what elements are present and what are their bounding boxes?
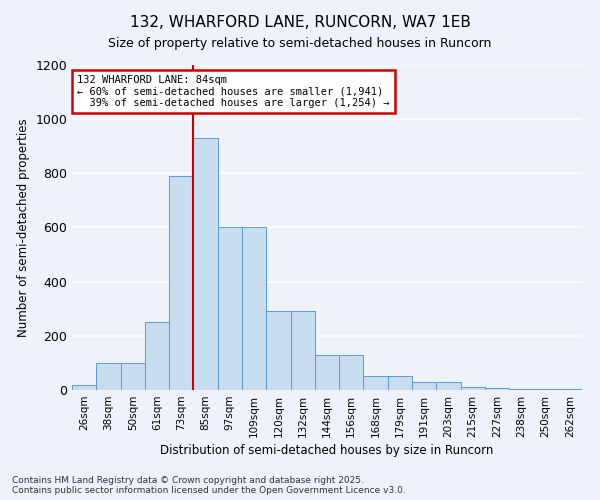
Bar (242, 228, 266, 390)
Text: 132 WHARFORD LANE: 84sqm
← 60% of semi-detached houses are smaller (1,941)
  39%: 132 WHARFORD LANE: 84sqm ← 60% of semi-d… (77, 74, 389, 108)
X-axis label: Distribution of semi-detached houses by size in Runcorn: Distribution of semi-detached houses by … (160, 444, 494, 457)
Text: 132, WHARFORD LANE, RUNCORN, WA7 1EB: 132, WHARFORD LANE, RUNCORN, WA7 1EB (130, 15, 470, 30)
Bar (218, 228, 242, 390)
Bar (169, 176, 193, 390)
Bar (193, 138, 218, 390)
Bar (339, 355, 364, 390)
Text: Size of property relative to semi-detached houses in Runcorn: Size of property relative to semi-detach… (109, 38, 491, 51)
Bar (509, 388, 533, 390)
Bar (72, 384, 96, 390)
Bar (266, 312, 290, 390)
Bar (485, 388, 509, 390)
Bar (121, 363, 145, 390)
Bar (364, 376, 388, 390)
Bar (412, 382, 436, 390)
Bar (533, 388, 558, 390)
Bar (315, 355, 339, 390)
Bar (96, 363, 121, 390)
Bar (388, 376, 412, 390)
Text: Contains HM Land Registry data © Crown copyright and database right 2025.
Contai: Contains HM Land Registry data © Crown c… (12, 476, 406, 495)
Y-axis label: Number of semi-detached properties: Number of semi-detached properties (17, 118, 30, 337)
Bar (290, 312, 315, 390)
Bar (461, 387, 485, 390)
Bar (145, 322, 169, 390)
Bar (436, 382, 461, 390)
